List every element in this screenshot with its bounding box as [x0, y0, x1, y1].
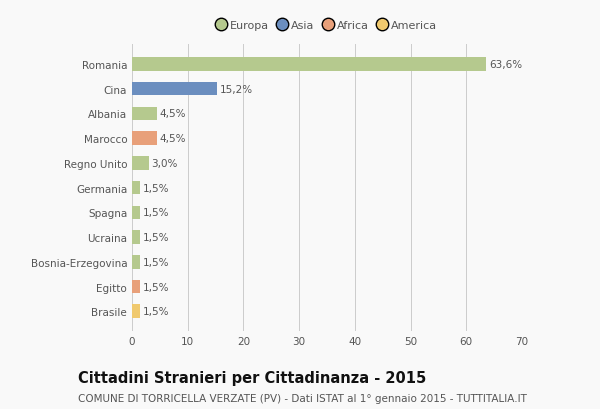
Text: 1,5%: 1,5%	[143, 306, 170, 317]
Bar	[132, 58, 487, 72]
Text: 15,2%: 15,2%	[220, 85, 253, 94]
Text: Cittadini Stranieri per Cittadinanza - 2015: Cittadini Stranieri per Cittadinanza - 2…	[78, 370, 426, 385]
Text: 1,5%: 1,5%	[143, 208, 170, 218]
Text: 3,0%: 3,0%	[151, 158, 178, 169]
Bar	[132, 107, 157, 121]
Text: 4,5%: 4,5%	[160, 134, 187, 144]
Bar	[132, 132, 157, 146]
Bar	[132, 181, 140, 195]
Text: 1,5%: 1,5%	[143, 282, 170, 292]
Bar	[132, 83, 217, 96]
Bar	[132, 280, 140, 294]
Text: 1,5%: 1,5%	[143, 257, 170, 267]
Bar	[132, 231, 140, 244]
Text: 63,6%: 63,6%	[489, 60, 522, 70]
Text: 1,5%: 1,5%	[143, 183, 170, 193]
Text: 1,5%: 1,5%	[143, 232, 170, 243]
Text: COMUNE DI TORRICELLA VERZATE (PV) - Dati ISTAT al 1° gennaio 2015 - TUTTITALIA.I: COMUNE DI TORRICELLA VERZATE (PV) - Dati…	[78, 393, 527, 403]
Bar	[132, 305, 140, 318]
Bar	[132, 206, 140, 220]
Legend: Europa, Asia, Africa, America: Europa, Asia, Africa, America	[212, 16, 442, 36]
Bar	[132, 157, 149, 170]
Bar	[132, 255, 140, 269]
Text: 4,5%: 4,5%	[160, 109, 187, 119]
